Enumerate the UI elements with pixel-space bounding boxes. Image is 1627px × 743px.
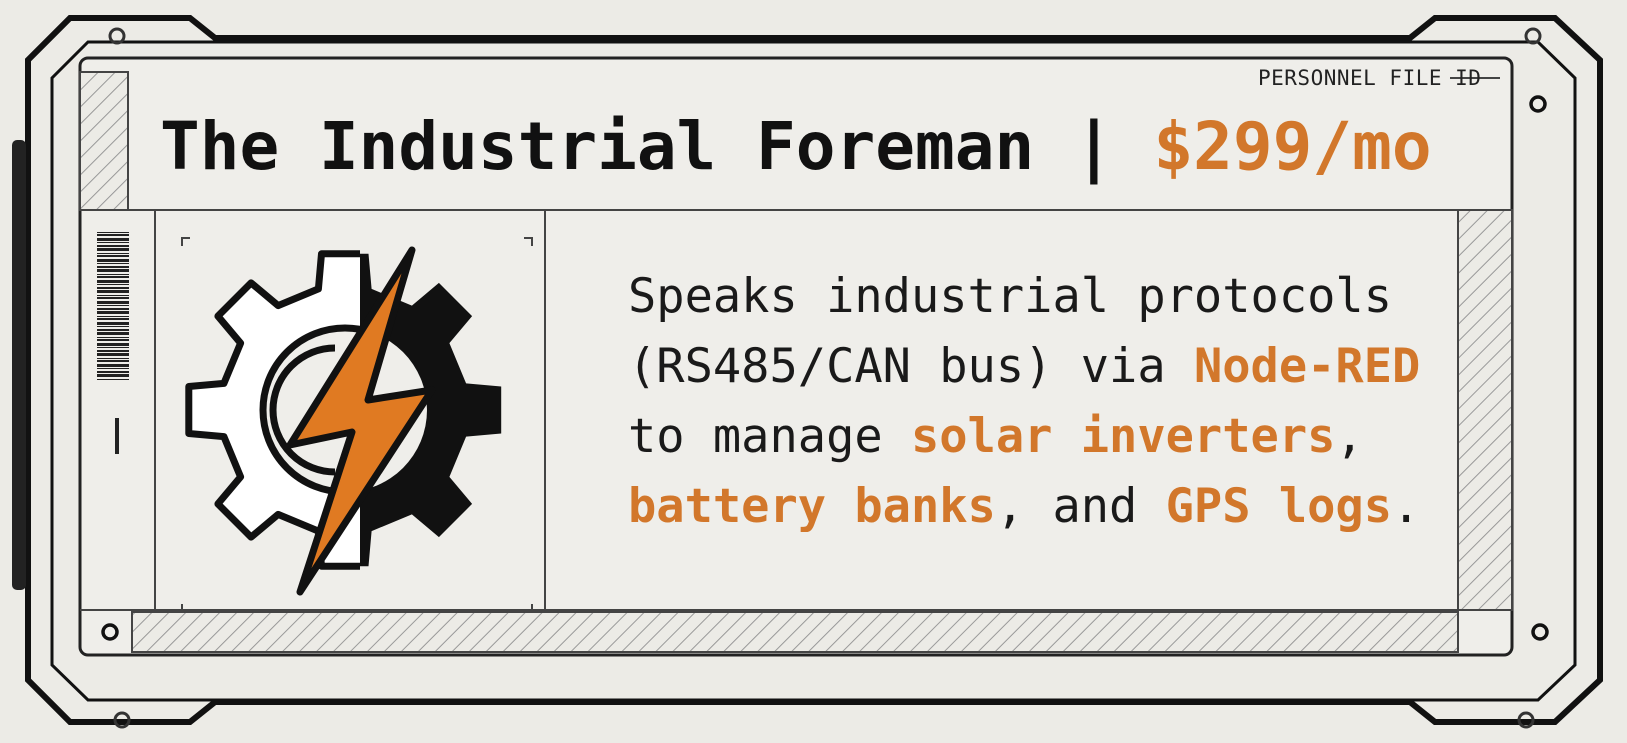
rivet bbox=[1529, 95, 1547, 113]
bar-line bbox=[97, 259, 129, 262]
rivet bbox=[101, 623, 119, 641]
bar-line bbox=[97, 263, 129, 264]
bar-line bbox=[97, 374, 129, 377]
screw bbox=[113, 711, 131, 729]
text: to manage bbox=[628, 409, 911, 464]
text: , and bbox=[995, 479, 1166, 534]
barcode bbox=[97, 232, 129, 380]
bar-line bbox=[97, 379, 129, 380]
corner-marks bbox=[181, 237, 533, 613]
bar-line bbox=[97, 343, 129, 346]
bar-line bbox=[97, 284, 129, 285]
description: Speaks industrial protocols (RS485/CAN b… bbox=[628, 262, 1458, 542]
rivet bbox=[1531, 623, 1549, 641]
screw bbox=[1517, 711, 1535, 729]
bar-line bbox=[97, 274, 129, 275]
file-label: PERSONNEL FILE ID bbox=[1258, 66, 1482, 90]
bar-line bbox=[97, 266, 129, 268]
bar-line bbox=[97, 301, 129, 304]
hatch-top-left bbox=[79, 71, 129, 211]
screw bbox=[108, 27, 126, 45]
bar-line bbox=[97, 242, 129, 243]
bar-line bbox=[97, 276, 129, 278]
highlight: battery banks bbox=[628, 479, 996, 534]
title: The Industrial Foreman | $299/mo bbox=[160, 108, 1432, 185]
bar-line bbox=[97, 245, 129, 247]
bar-line bbox=[97, 332, 129, 335]
bar-line bbox=[97, 316, 129, 317]
bar-line bbox=[97, 253, 129, 254]
bar-line bbox=[97, 269, 129, 272]
highlight: GPS logs bbox=[1165, 479, 1393, 534]
bar-line bbox=[97, 368, 129, 369]
gear-arc bbox=[269, 344, 336, 476]
bar-line bbox=[97, 255, 129, 257]
bar-line bbox=[97, 347, 129, 348]
bar-line bbox=[97, 238, 129, 241]
bar-line bbox=[97, 337, 129, 338]
barcode-mark bbox=[115, 418, 119, 454]
bar-line bbox=[97, 305, 129, 306]
text: . bbox=[1392, 479, 1421, 534]
bolt bbox=[286, 246, 436, 596]
bar-line bbox=[97, 364, 129, 367]
bar-line bbox=[97, 290, 129, 293]
bar-line bbox=[97, 308, 129, 310]
bar-line bbox=[97, 232, 129, 233]
price: $299/mo bbox=[1153, 108, 1432, 185]
bar-line bbox=[97, 371, 129, 373]
bar-line bbox=[97, 297, 129, 299]
inner-frame bbox=[50, 40, 1577, 702]
screw bbox=[1524, 27, 1542, 45]
hatch-bottom bbox=[131, 611, 1459, 653]
separator: | bbox=[1073, 108, 1114, 185]
side-tab bbox=[12, 140, 26, 590]
bar-line bbox=[97, 329, 129, 331]
bar-line bbox=[97, 339, 129, 341]
text: Speaks industrial protocols (RS485/CAN b… bbox=[628, 269, 1393, 394]
bar-line bbox=[97, 248, 129, 251]
gear-solid bbox=[360, 253, 502, 567]
bar-line bbox=[97, 358, 129, 359]
highlight: Node-RED bbox=[1193, 339, 1421, 394]
highlight: solar inverters bbox=[910, 409, 1336, 464]
bar-line bbox=[97, 360, 129, 362]
bar-line bbox=[97, 311, 129, 314]
text: , bbox=[1335, 409, 1364, 464]
hatch-right bbox=[1457, 209, 1513, 611]
bar-line bbox=[97, 287, 129, 289]
bar-line bbox=[97, 326, 129, 327]
bar-line bbox=[97, 280, 129, 283]
bar-line bbox=[97, 295, 129, 296]
bar-line bbox=[97, 322, 129, 325]
title-text: The Industrial Foreman bbox=[160, 108, 1035, 185]
bar-line bbox=[97, 353, 129, 356]
bar-line bbox=[97, 350, 129, 352]
bar-line bbox=[97, 234, 129, 236]
bar-line bbox=[97, 318, 129, 320]
